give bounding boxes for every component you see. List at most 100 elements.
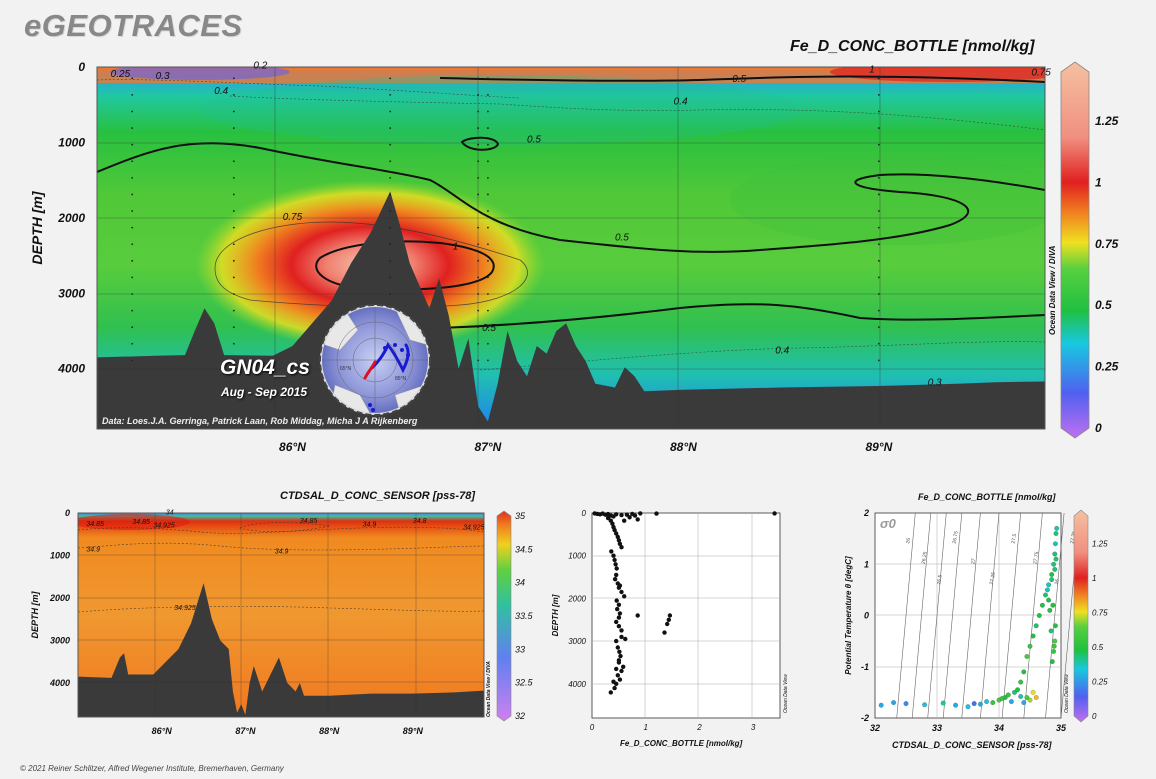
sample-point bbox=[877, 193, 880, 196]
contour-label: 0.5 bbox=[615, 232, 629, 243]
sample-point bbox=[232, 359, 235, 362]
contour-label: 34.9 bbox=[86, 546, 100, 553]
sample-point bbox=[487, 110, 489, 113]
profile-point bbox=[635, 517, 640, 522]
ts-point bbox=[1030, 633, 1036, 639]
sample-point bbox=[477, 160, 480, 163]
isopycnal-label: 26.75 bbox=[952, 531, 960, 545]
sample-point bbox=[487, 127, 489, 129]
contour-label: 34.8 bbox=[413, 518, 427, 525]
ts-point bbox=[1043, 592, 1048, 598]
svg-text:85°N: 85°N bbox=[395, 376, 407, 382]
profile-point bbox=[614, 566, 619, 571]
contour-label: 34.85 bbox=[132, 519, 150, 526]
profile-point bbox=[614, 598, 619, 603]
ts-point bbox=[1053, 556, 1059, 562]
ts-point bbox=[971, 701, 977, 706]
ts-point bbox=[1052, 638, 1058, 644]
profile-point bbox=[617, 541, 623, 546]
data-credit: Data: Loes.J.A. Gerringa, Patrick Laan, … bbox=[102, 416, 418, 426]
profile-point bbox=[613, 562, 618, 567]
profile-point bbox=[611, 553, 616, 558]
contour-label: 0.2 bbox=[253, 61, 267, 72]
profile-point bbox=[612, 685, 617, 691]
sample-point bbox=[877, 110, 880, 113]
ts-point bbox=[953, 702, 958, 708]
y-tick-label: 0 bbox=[864, 611, 869, 621]
x-tick-label: 2 bbox=[696, 723, 702, 732]
y-tick-label: 1000 bbox=[568, 552, 586, 561]
profile-point bbox=[666, 617, 671, 622]
sample-point bbox=[487, 210, 489, 212]
sample-point bbox=[487, 326, 489, 329]
ts-point bbox=[1044, 587, 1050, 593]
profile-point bbox=[619, 668, 624, 674]
sample-point bbox=[877, 143, 880, 146]
ts-point bbox=[1052, 551, 1058, 557]
isopycnal-line bbox=[927, 512, 947, 719]
profile-point bbox=[619, 589, 624, 595]
sample-point bbox=[477, 243, 480, 246]
colorbar-tick-label: 0.5 bbox=[1095, 298, 1112, 312]
sample-point bbox=[477, 276, 480, 279]
ts-point bbox=[1033, 623, 1039, 629]
ts-x-label: CTDSAL_D_CONC_SENSOR [pss-78] bbox=[892, 740, 1052, 750]
contour-label: 0.4 bbox=[214, 86, 228, 97]
main-chart-title: Fe_D_CONC_BOTTLE [nmol/kg] bbox=[790, 38, 1035, 55]
sample-point bbox=[232, 309, 235, 312]
contour-label: 0.5 bbox=[527, 134, 541, 145]
sample-point bbox=[232, 193, 235, 196]
isopycnal-label: 26 bbox=[1054, 578, 1061, 585]
sample-point bbox=[487, 259, 489, 262]
isopycnal-label: 27.5 bbox=[1011, 533, 1019, 544]
colorbar-tick-label: 33.5 bbox=[515, 611, 534, 621]
sample-point bbox=[477, 210, 480, 212]
ts-point bbox=[1051, 649, 1056, 654]
sample-point bbox=[477, 176, 480, 179]
x-tick-label: 89°N bbox=[865, 440, 892, 454]
ts-point bbox=[1021, 669, 1027, 675]
profile-point bbox=[609, 549, 614, 554]
y-tick-label: 3000 bbox=[58, 286, 85, 300]
profile-point bbox=[619, 512, 624, 518]
ts-point bbox=[1039, 602, 1045, 608]
profile-point bbox=[621, 664, 626, 669]
ts-point bbox=[1052, 567, 1058, 572]
profile-point bbox=[654, 511, 659, 516]
sample-point bbox=[131, 77, 134, 80]
colorbar-tick-label: 0 bbox=[1095, 421, 1102, 435]
sample-point bbox=[877, 276, 880, 279]
ts-point bbox=[1046, 597, 1051, 603]
ts-point bbox=[1027, 643, 1033, 649]
profile-point bbox=[635, 613, 640, 618]
sample-point bbox=[477, 342, 480, 345]
sample-point bbox=[131, 110, 134, 113]
x-tick-label: 87°N bbox=[235, 726, 256, 736]
profile-point bbox=[614, 512, 619, 517]
sample-point bbox=[877, 127, 880, 129]
sample-point bbox=[389, 226, 392, 229]
sample-point bbox=[877, 210, 880, 212]
ts-point bbox=[1049, 659, 1055, 664]
x-tick-label: 86°N bbox=[152, 726, 173, 736]
contour-label: 34.9 bbox=[363, 522, 377, 529]
profile-point bbox=[614, 619, 619, 625]
isopycnal-line bbox=[1045, 512, 1065, 719]
sample-point bbox=[877, 243, 880, 246]
isopycnal-label: 26.25 bbox=[921, 551, 929, 565]
software-credit: Ocean Data View / DIVA bbox=[486, 661, 492, 717]
sample-point bbox=[477, 193, 480, 196]
contour-label: 1 bbox=[869, 64, 875, 75]
ts-diagram-plot: 26 26.25 26.5 26.75 27 27.25 27.5 27.75 26 27.25 bbox=[874, 512, 1080, 719]
sample-point bbox=[232, 243, 235, 246]
contour-label: 34 bbox=[166, 509, 174, 516]
colorbar-tick-label: 0.25 bbox=[1092, 678, 1108, 687]
contour-label: 1 bbox=[453, 242, 459, 253]
contour-label: 0.4 bbox=[674, 97, 688, 108]
sample-point bbox=[477, 259, 480, 262]
inset-map[interactable]: 65°N 85°N bbox=[319, 304, 431, 416]
sample-point bbox=[131, 176, 134, 179]
contour-label: 34.925 bbox=[463, 525, 485, 532]
salinity-colorbar: 35 34.5 34 33.5 33 32.5 32 bbox=[496, 510, 534, 722]
bathymetry-shape bbox=[78, 583, 484, 717]
